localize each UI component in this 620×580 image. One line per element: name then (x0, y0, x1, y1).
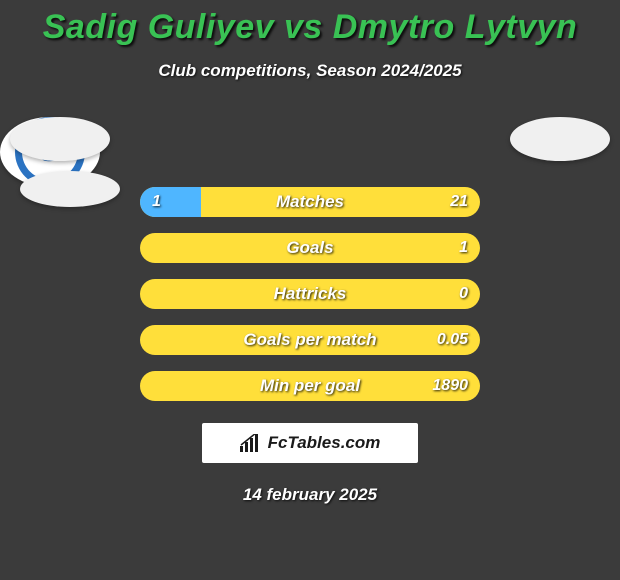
chart-bars-icon (240, 434, 262, 452)
stat-row: Goals per match0.05 (0, 325, 620, 355)
club-right-badge-1 (510, 117, 610, 161)
bars-container: S Matches121Goals1Hattricks0Goals per ma… (0, 117, 620, 401)
brand-box: FcTables.com (202, 423, 418, 463)
bar-track: Hattricks0 (140, 279, 480, 309)
value-right: 21 (450, 187, 468, 217)
stat-row: Min per goal1890 (0, 371, 620, 401)
bar-label: Goals per match (140, 325, 480, 355)
rows-mount: Matches121 Goals1 Hattricks0 Goals per matc… (0, 187, 620, 401)
stat-row: Hattricks0 (0, 279, 620, 309)
club-left-badge-1 (10, 117, 110, 161)
bar-track: Goals per match0.05 (140, 325, 480, 355)
stat-row: Matches121 (0, 187, 620, 217)
page-title: Sadig Guliyev vs Dmytro Lytvyn (0, 8, 620, 47)
bar-track: Matches121 (140, 187, 480, 217)
bar-track: Goals1 (140, 233, 480, 263)
subtitle: Club competitions, Season 2024/2025 (0, 61, 620, 81)
brand-text: FcTables.com (268, 433, 381, 453)
value-right: 1 (459, 233, 468, 263)
bar-track: Min per goal1890 (140, 371, 480, 401)
value-right: 1890 (432, 371, 468, 401)
stat-row: Goals1 (0, 233, 620, 263)
value-right: 0 (459, 279, 468, 309)
comparison-infographic: Sadig Guliyev vs Dmytro Lytvyn Club comp… (0, 0, 620, 580)
date-label: 14 february 2025 (0, 485, 620, 505)
bar-label: Goals (140, 233, 480, 263)
bar-fill-left (140, 187, 201, 217)
bar-label: Min per goal (140, 371, 480, 401)
value-right: 0.05 (437, 325, 468, 355)
bar-label: Hattricks (140, 279, 480, 309)
